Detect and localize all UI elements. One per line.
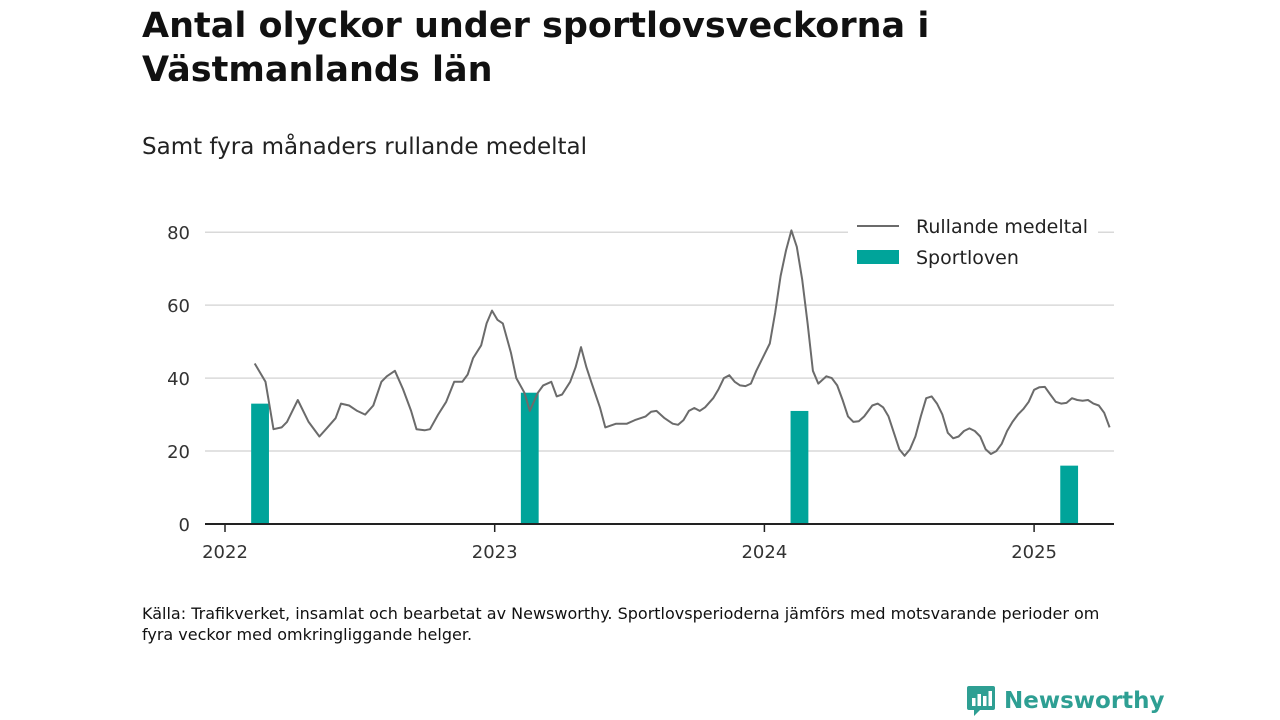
legend-bar-swatch xyxy=(857,250,899,264)
chart: 0 20 40 60 80 2022 2023 2024 2025 Rullande medel… xyxy=(167,212,1114,563)
x-tick-label: 2024 xyxy=(741,542,787,563)
bar-sportlov xyxy=(1060,465,1079,524)
y-tick-label: 60 xyxy=(167,296,190,317)
newsworthy-logo[interactable]: Newsworthy xyxy=(966,684,1165,718)
chart-title: Antal olyckor under sportlovsveckorna i … xyxy=(142,6,930,90)
y-tick-label: 80 xyxy=(167,223,190,244)
bar-sportlov xyxy=(790,410,809,524)
newsworthy-logo-icon xyxy=(967,686,995,716)
axis-layer: 0 20 40 60 80 2022 2023 2024 2025 xyxy=(167,223,1114,563)
legend-label: Rullande medeltal xyxy=(916,216,1088,238)
line-layer xyxy=(253,229,1111,457)
newsworthy-logo-text: Newsworthy xyxy=(1004,688,1165,714)
x-tick-label: 2023 xyxy=(472,542,518,563)
bar-layer xyxy=(251,392,1079,524)
bar-sportlov xyxy=(251,403,269,524)
legend-label: Sportloven xyxy=(916,247,1019,269)
x-tick-label: 2022 xyxy=(202,542,248,563)
line-rullande-medeltal xyxy=(253,229,1111,457)
chart-subtitle: Samt fyra månaders rullande medeltal xyxy=(142,134,588,160)
source-note: Källa: Trafikverket, insamlat och bearbe… xyxy=(142,604,1100,644)
legend: Rullande medeltal Sportloven xyxy=(848,212,1098,274)
bar-sportlov xyxy=(520,392,539,524)
y-tick-label: 40 xyxy=(167,369,190,390)
x-tick-label: 2025 xyxy=(1011,542,1057,563)
y-tick-label: 0 xyxy=(179,515,190,536)
y-tick-label: 20 xyxy=(167,442,190,463)
